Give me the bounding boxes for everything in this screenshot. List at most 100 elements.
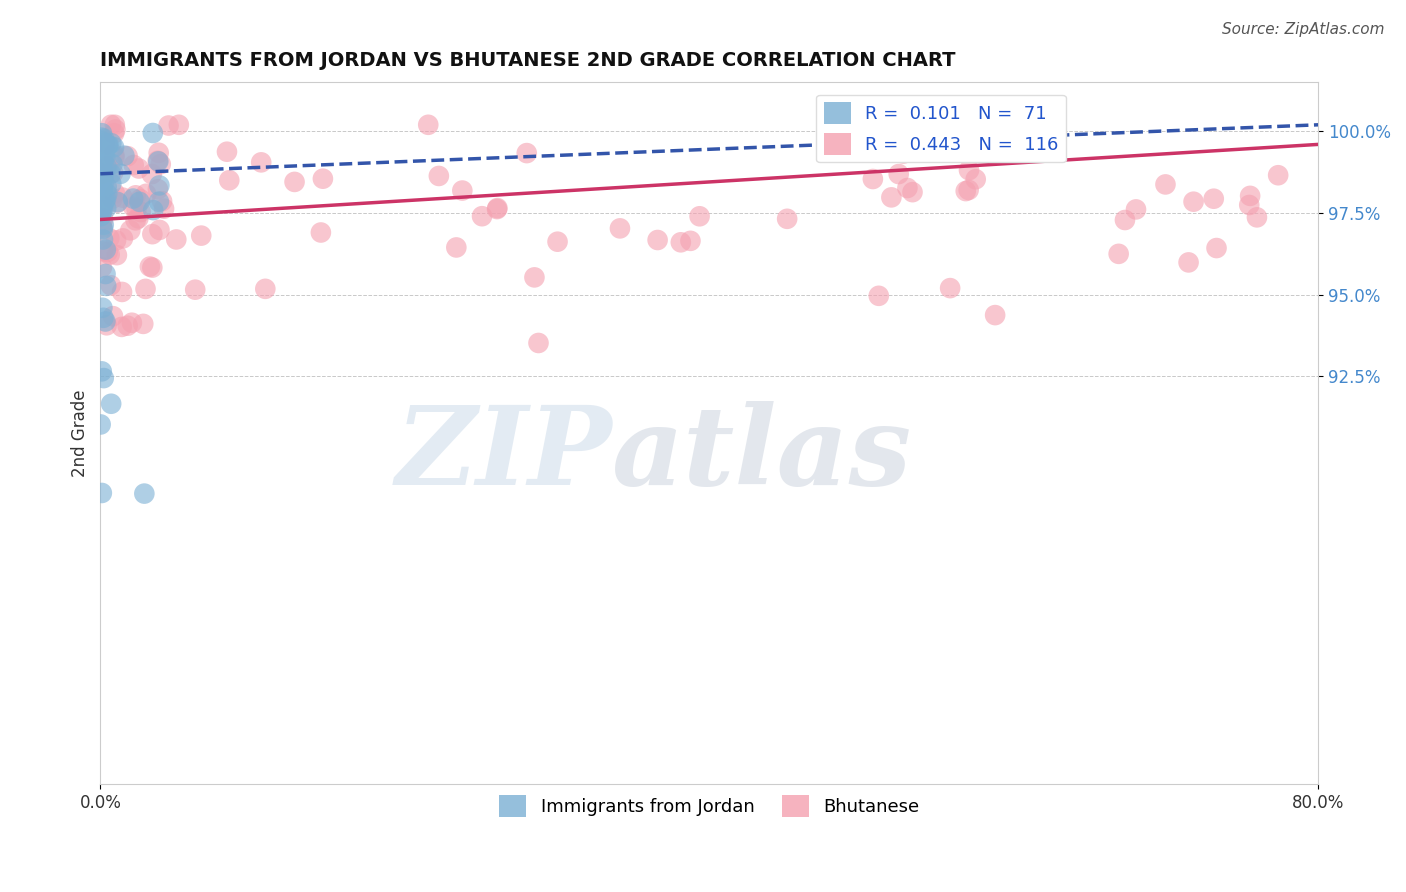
Point <box>146 153 169 168</box>
Point <box>1154 178 1177 192</box>
Point <box>103 150 125 164</box>
Point <box>96 318 118 333</box>
Point <box>93 310 115 325</box>
Point <box>165 232 187 246</box>
Point <box>96 201 118 215</box>
Point <box>100 397 122 411</box>
Point <box>647 233 669 247</box>
Point <box>90 486 112 500</box>
Point <box>1125 202 1147 217</box>
Point <box>111 285 134 299</box>
Point <box>139 260 162 274</box>
Point <box>100 167 122 181</box>
Point <box>153 202 176 216</box>
Point <box>94 150 117 164</box>
Point <box>96 160 118 174</box>
Point <box>93 167 115 181</box>
Point <box>104 186 127 201</box>
Point <box>124 213 146 227</box>
Point <box>91 136 114 151</box>
Point <box>94 243 117 257</box>
Point <box>148 178 170 193</box>
Point <box>117 149 139 163</box>
Point <box>868 289 890 303</box>
Point <box>862 172 884 186</box>
Point <box>547 235 569 249</box>
Point <box>107 195 129 210</box>
Point <box>90 168 112 182</box>
Point <box>90 194 112 208</box>
Point <box>91 143 114 157</box>
Point <box>90 199 112 213</box>
Point <box>94 137 117 152</box>
Point <box>91 180 114 194</box>
Point <box>149 157 172 171</box>
Point <box>90 144 112 158</box>
Point <box>776 211 799 226</box>
Point <box>609 221 631 235</box>
Point <box>135 186 157 201</box>
Point <box>122 200 145 214</box>
Point <box>250 155 273 169</box>
Point <box>100 177 122 191</box>
Point <box>90 126 112 140</box>
Point <box>90 130 112 145</box>
Point <box>135 282 157 296</box>
Point <box>91 140 114 154</box>
Point <box>141 227 163 242</box>
Point <box>93 218 115 232</box>
Y-axis label: 2nd Grade: 2nd Grade <box>72 390 89 477</box>
Point <box>254 282 277 296</box>
Legend: Immigrants from Jordan, Bhutanese: Immigrants from Jordan, Bhutanese <box>492 788 927 824</box>
Point <box>141 167 163 181</box>
Point <box>689 209 711 223</box>
Point <box>94 267 117 281</box>
Point <box>91 165 114 179</box>
Point <box>93 136 115 150</box>
Point <box>104 118 127 132</box>
Point <box>97 245 120 260</box>
Point <box>90 203 112 218</box>
Point <box>101 166 124 180</box>
Point <box>117 318 139 333</box>
Point <box>96 279 118 293</box>
Point <box>965 172 987 186</box>
Point <box>90 364 112 378</box>
Point <box>1239 198 1261 212</box>
Point <box>98 247 121 261</box>
Point <box>122 158 145 172</box>
Point <box>150 194 173 209</box>
Point <box>97 138 120 153</box>
Point <box>93 131 115 145</box>
Point <box>418 118 440 132</box>
Point <box>523 270 546 285</box>
Point <box>446 240 468 254</box>
Point <box>148 194 170 209</box>
Point <box>91 232 114 246</box>
Point <box>100 136 122 151</box>
Point <box>127 211 149 226</box>
Point <box>91 301 114 315</box>
Point <box>101 157 124 171</box>
Point <box>96 160 118 174</box>
Point <box>1267 168 1289 182</box>
Point <box>124 188 146 202</box>
Point <box>157 119 180 133</box>
Point <box>97 138 120 153</box>
Point <box>1202 192 1225 206</box>
Point <box>516 146 538 161</box>
Point <box>93 176 115 190</box>
Point <box>93 155 115 169</box>
Point <box>167 118 190 132</box>
Point <box>103 147 125 161</box>
Point <box>128 194 150 209</box>
Point <box>111 319 134 334</box>
Point <box>94 192 117 206</box>
Point <box>312 171 335 186</box>
Point <box>96 179 118 194</box>
Point <box>1182 194 1205 209</box>
Point <box>148 154 170 169</box>
Point <box>91 217 114 231</box>
Point <box>104 122 127 136</box>
Point <box>91 222 114 236</box>
